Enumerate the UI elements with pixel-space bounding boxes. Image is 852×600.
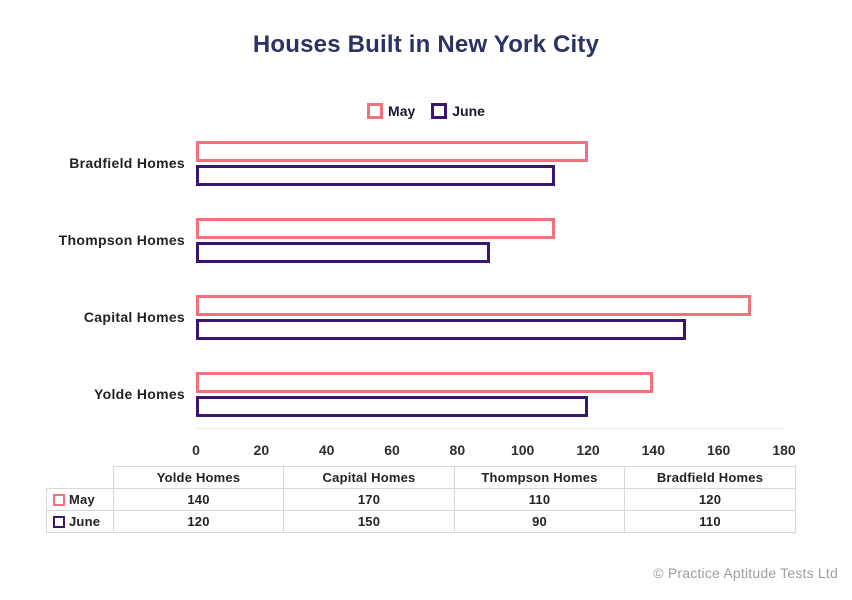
row-label-content: June: [53, 514, 109, 529]
bar-june-bradfield-homes: [196, 165, 555, 186]
column-header-thompson-homes: Thompson Homes: [454, 466, 625, 489]
bar-may-bradfield-homes: [196, 141, 588, 162]
legend-item-may: May: [367, 103, 415, 119]
category-label-bradfield-homes: Bradfield Homes: [69, 155, 185, 171]
page-title: Houses Built in New York City: [252, 31, 600, 58]
category-label-thompson-homes: Thompson Homes: [58, 232, 185, 248]
x-tick-60: 60: [384, 442, 400, 458]
x-tick-100: 100: [510, 442, 535, 458]
bar-june-yolde-homes: [196, 396, 588, 417]
x-tick-120: 120: [576, 442, 600, 458]
cell-june-thompson-homes: 90: [454, 510, 625, 533]
chart-legend: May June: [0, 103, 852, 119]
cell-may-bradfield-homes: 120: [624, 488, 796, 511]
x-axis-line: [196, 428, 784, 429]
row-label-text: May: [69, 492, 95, 507]
x-tick-40: 40: [318, 442, 335, 458]
column-header-yolde-homes: Yolde Homes: [113, 466, 284, 489]
copyright-text: © Practice Aptitude Tests Ltd: [653, 565, 838, 581]
x-tick-180: 180: [772, 442, 796, 458]
x-tick-0: 0: [192, 442, 200, 458]
bar-june-capital-homes: [196, 319, 686, 340]
june-swatch-icon: [53, 515, 65, 528]
data-table: Yolde Homes Capital Homes Thompson Homes Br…: [46, 466, 796, 533]
bar-may-capital-homes: [196, 295, 751, 316]
x-tick-80: 80: [449, 442, 466, 458]
x-tick-140: 140: [641, 442, 665, 458]
legend-swatch-icon: [367, 103, 384, 119]
bar-june-thompson-homes: [196, 242, 490, 263]
bar-may-yolde-homes: [196, 372, 653, 393]
cell-june-capital-homes: 150: [283, 510, 455, 533]
table-corner-cell: [47, 467, 114, 489]
row-label-may: May: [46, 488, 114, 511]
cell-may-yolde-homes: 140: [113, 488, 284, 511]
legend-item-june: June: [431, 103, 485, 119]
cell-june-yolde-homes: 120: [113, 510, 284, 533]
bar-may-thompson-homes: [196, 218, 555, 239]
category-label-yolde-homes: Yolde Homes: [94, 386, 185, 402]
category-label-capital-homes: Capital Homes: [83, 309, 185, 325]
column-header-capital-homes: Capital Homes: [283, 466, 455, 489]
row-label-content: May: [53, 492, 109, 507]
cell-june-bradfield-homes: 110: [624, 510, 796, 533]
x-tick-160: 160: [706, 442, 731, 458]
legend-label: May: [388, 103, 416, 119]
cell-may-capital-homes: 170: [283, 488, 455, 511]
table-header-row: Yolde Homes Capital Homes Thompson Homes Br…: [47, 466, 796, 489]
row-label-text: June: [69, 514, 101, 529]
cell-may-thompson-homes: 110: [454, 488, 625, 511]
column-header-bradfield-homes: Bradfield Homes: [624, 466, 796, 489]
row-label-june: June: [46, 510, 114, 533]
legend-label: June: [452, 103, 485, 119]
table-row-june: June 120 150 90 110: [46, 510, 796, 533]
table-row-may: May 140 170 110 120: [46, 488, 796, 511]
legend-swatch-icon: [431, 103, 448, 119]
x-tick-20: 20: [253, 442, 270, 458]
may-swatch-icon: [53, 493, 65, 506]
